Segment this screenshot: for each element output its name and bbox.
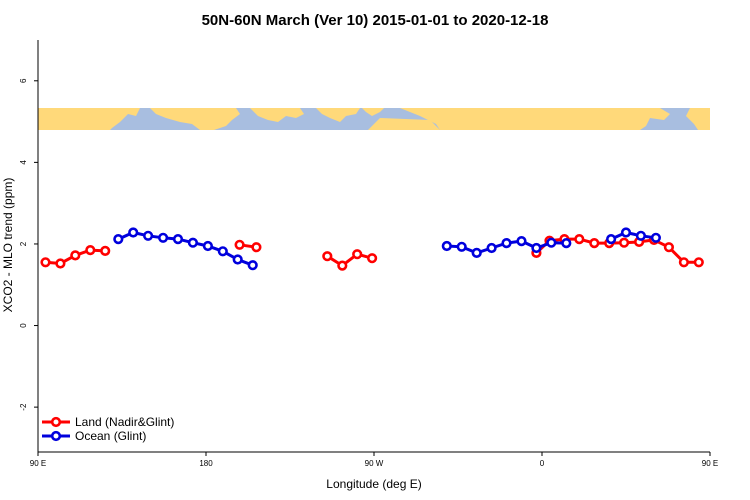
series-0-point: [589, 238, 600, 249]
series-1-point: [531, 242, 542, 254]
x-axis-label: Longitude (deg E): [326, 477, 421, 491]
series-0-point: [85, 245, 96, 256]
series-0-point: [251, 242, 262, 253]
series-1-point: [456, 241, 467, 252]
series-1-point: [486, 242, 497, 254]
series-0-point: [663, 242, 675, 253]
series-0-point: [367, 253, 378, 264]
map-land-masses: [38, 108, 710, 130]
series-0-point: [574, 234, 585, 245]
series-0-line-2: [326, 252, 373, 268]
series-0-point: [70, 250, 81, 261]
chart-title: 50N-60N March (Ver 10) 2015-01-01 to 202…: [202, 12, 549, 29]
series-1-point: [501, 238, 512, 249]
series-1-point: [202, 240, 213, 252]
series-1-point: [441, 240, 452, 252]
x-tick-label: 0: [540, 459, 545, 468]
series-0-point: [322, 251, 333, 262]
series-1-line-0: [117, 230, 254, 267]
y-tick-label: 2: [19, 241, 28, 246]
series-1-point: [158, 232, 169, 243]
series-1-point: [561, 238, 572, 249]
series-0-point: [40, 257, 51, 268]
series-0-point: [352, 249, 363, 260]
legend: Land (Nadir&Glint)Ocean (Glint): [42, 415, 174, 443]
legend-label-0: Land (Nadir&Glint): [75, 415, 174, 429]
y-tick-label: -2: [19, 403, 28, 411]
y-tick-label: 6: [19, 78, 28, 83]
series-1-point: [143, 230, 154, 241]
series-layer: [40, 227, 704, 271]
y-axis-label: XCO2 - MLO trend (ppm): [1, 178, 15, 313]
series-1-point: [187, 237, 198, 248]
series-1-point: [546, 237, 557, 248]
series-1-point: [620, 227, 632, 238]
series-0: [40, 234, 704, 271]
x-tick-label: 90 E: [702, 459, 718, 468]
world-map-strip: [38, 108, 710, 130]
series-1-point: [172, 234, 184, 245]
series-1-point: [605, 234, 617, 245]
x-tick-label: 90 E: [30, 459, 46, 468]
y-tick-label: 4: [19, 160, 28, 165]
series-0-point: [234, 239, 245, 250]
series-1-line-2: [610, 230, 657, 241]
series-1-point: [650, 232, 662, 243]
series-0-point: [678, 257, 690, 268]
series-1-point: [113, 234, 124, 245]
legend-label-1: Ocean (Glint): [75, 429, 146, 443]
series-1-point: [128, 227, 139, 238]
series-1: [113, 227, 662, 271]
series-1-point: [217, 246, 228, 257]
series-0-point: [618, 237, 630, 248]
legend-swatch-marker-0: [50, 416, 62, 428]
series-1-point: [247, 260, 258, 271]
legend-swatch-marker-1: [50, 430, 62, 442]
series-1-point: [516, 236, 527, 247]
series-0-point: [337, 260, 348, 271]
series-1-point: [471, 247, 482, 258]
x-tick-label: 90 W: [365, 459, 384, 468]
series-1-point: [635, 230, 647, 241]
series-0-point: [100, 245, 111, 256]
series-0-point: [55, 258, 66, 269]
series-0-point: [693, 257, 704, 268]
x-tick-label: 180: [199, 459, 213, 468]
y-tick-label: 0: [19, 323, 28, 328]
series-1-point: [232, 254, 243, 265]
